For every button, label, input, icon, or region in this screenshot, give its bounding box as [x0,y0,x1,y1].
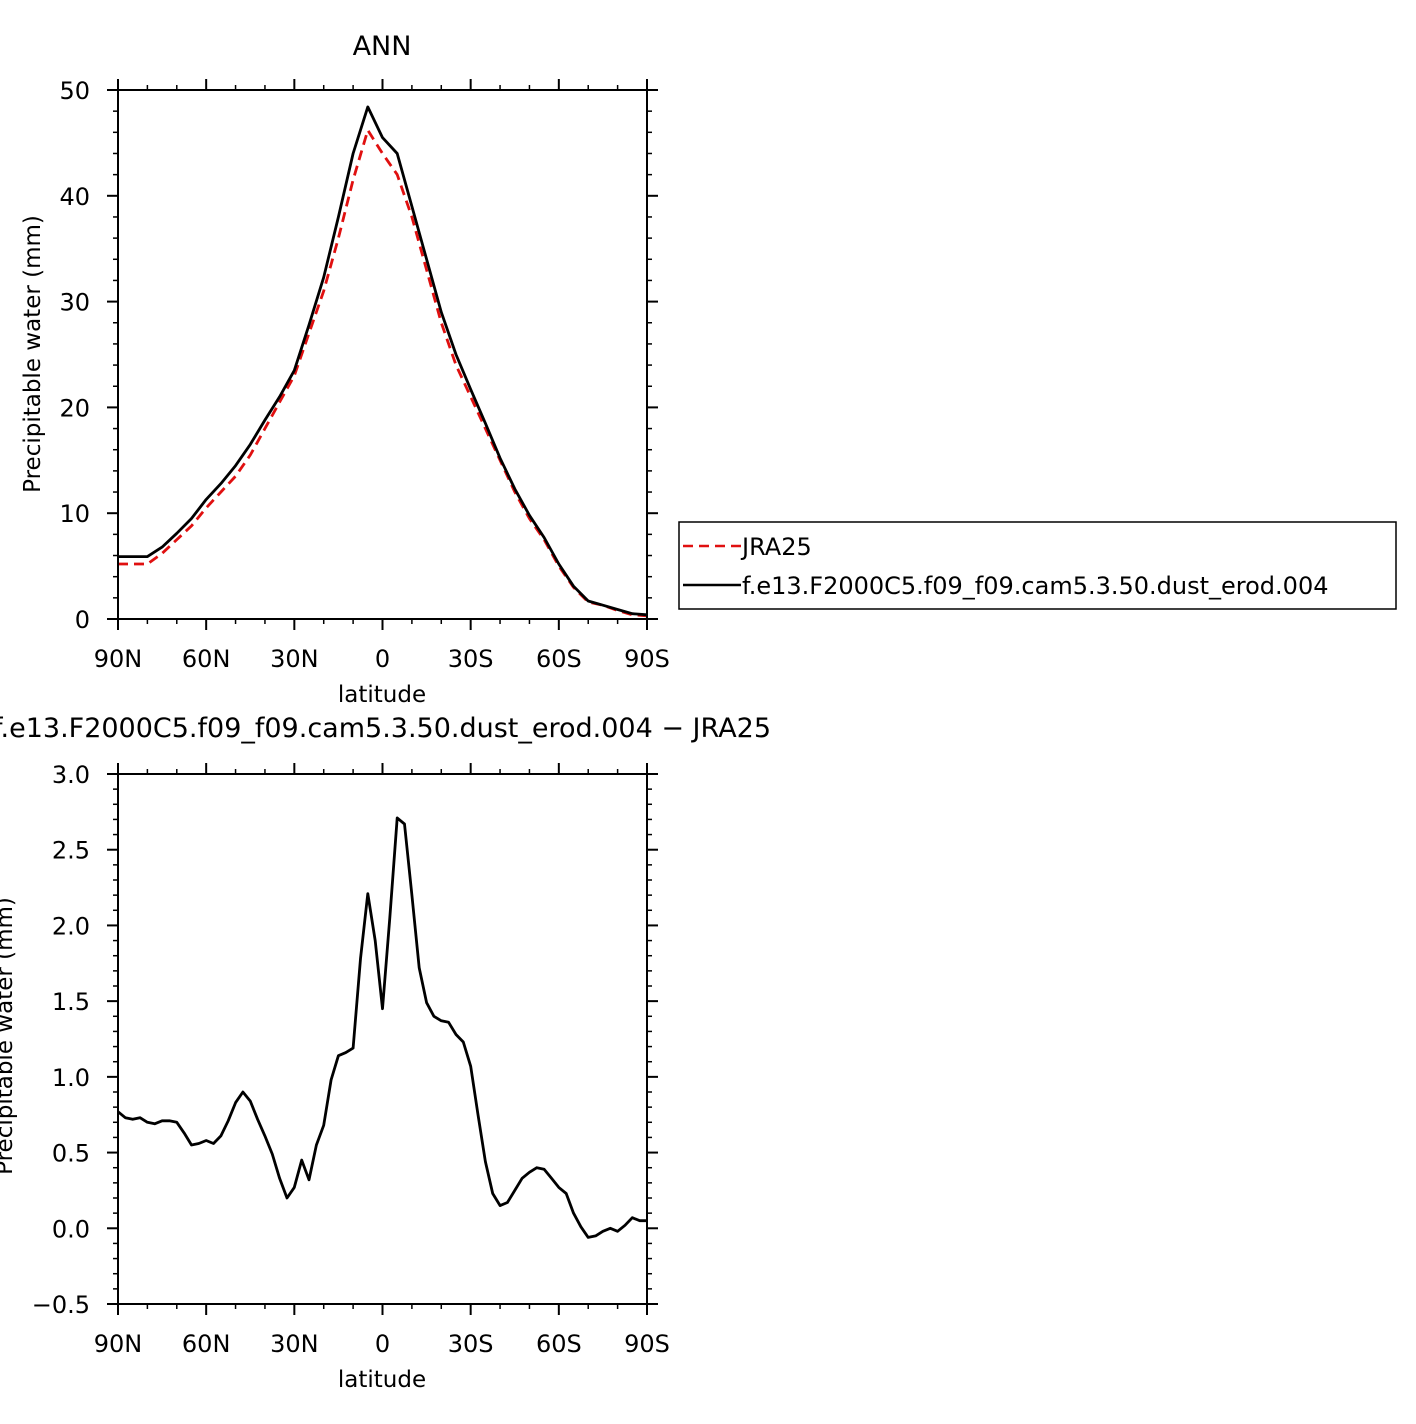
bottom-x-tick-label: 0 [375,1330,390,1358]
top-x-tick-label: 30N [270,645,319,673]
top-panel: ANN Precipitable water (mm) latitude 90N… [20,31,670,708]
top-y-axis-title: Precipitable water (mm) [20,215,46,493]
top-plot-title: ANN [353,31,412,62]
bottom-plot-frame [117,773,648,1305]
top-y-tick-label: 0 [75,606,90,634]
top-y-tick-label: 20 [59,394,90,422]
bottom-plot-title: f.e13.F2000C5.f09_f09.cam5.3.50.dust_ero… [0,713,771,744]
bottom-panel: f.e13.F2000C5.f09_f09.cam5.3.50.dust_ero… [0,713,771,1393]
top-x-tick-label: 90S [624,645,670,673]
legend-label-model: f.e13.F2000C5.f09_f09.cam5.3.50.dust_ero… [742,572,1328,600]
legend-box [678,521,1397,610]
bottom-y-tick-label: 1.0 [52,1064,90,1092]
top-x-tick-label: 30S [448,645,494,673]
bottom-y-tick-label: −0.5 [32,1291,90,1319]
bottom-x-tick-label: 30N [270,1330,319,1358]
bottom-y-tick-label: 0.0 [52,1215,90,1243]
bottom-y-axis-title: Precipitable water (mm) [0,897,18,1175]
top-ticks [107,79,658,630]
bottom-series [117,816,647,1239]
legend: JRA25 f.e13.F2000C5.f09_f09.cam5.3.50.du… [678,521,1397,610]
bottom-x-tick-label: 90S [624,1330,670,1358]
bottom-y-tick-label: 3.0 [52,761,90,789]
top-y-tick-label: 30 [59,289,90,317]
top-x-axis-title: latitude [338,682,426,708]
legend-label-jra25: JRA25 [740,533,812,561]
top-x-tick-label: 60S [536,645,582,673]
bottom-x-tick-label: 60S [536,1330,582,1358]
bottom-tick-labels: 90N 60N 30N 0 30S 60S 90S −0.5 0.0 0.5 1.0 1.5 2.0 2.… [32,761,670,1358]
top-series [118,105,648,618]
bottom-x-axis-title: latitude [338,1367,426,1393]
bottom-y-tick-label: 2.5 [52,837,90,865]
bottom-x-tick-label: 60N [182,1330,231,1358]
top-plot-frame [117,89,648,620]
bottom-y-tick-label: 0.5 [52,1140,90,1168]
bottom-ticks [107,763,658,1315]
bottom-series-line-0 [117,816,647,1239]
top-x-tick-label: 90N [94,645,143,673]
bottom-x-tick-label: 30S [448,1330,494,1358]
top-series-line-0 [118,128,648,618]
top-y-tick-label: 40 [59,183,90,211]
top-x-tick-label: 60N [182,645,231,673]
top-y-tick-label: 10 [59,500,90,528]
bottom-x-tick-label: 90N [94,1330,143,1358]
bottom-y-tick-label: 2.0 [52,912,90,940]
top-y-tick-label: 50 [59,77,90,105]
bottom-y-tick-label: 1.5 [52,988,90,1016]
top-tick-labels: 90N 60N 30N 0 30S 60S 90S 0 10 20 30 40 50 [59,77,669,673]
top-x-tick-label: 0 [375,645,390,673]
top-series-line-1 [118,105,648,617]
